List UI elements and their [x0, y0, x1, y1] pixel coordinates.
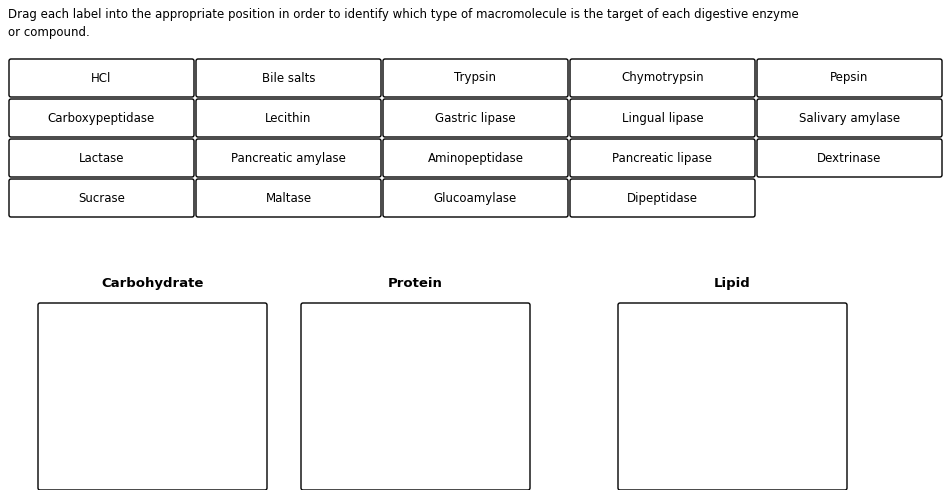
FancyBboxPatch shape: [618, 303, 847, 490]
Text: Aminopeptidase: Aminopeptidase: [428, 151, 523, 165]
Text: Lecithin: Lecithin: [265, 112, 312, 124]
Text: Pepsin: Pepsin: [830, 72, 868, 84]
Text: Pancreatic lipase: Pancreatic lipase: [612, 151, 712, 165]
Text: Drag each label into the appropriate position in order to identify which type of: Drag each label into the appropriate pos…: [8, 8, 799, 39]
Text: Dextrinase: Dextrinase: [817, 151, 882, 165]
Text: Lipid: Lipid: [714, 277, 751, 290]
FancyBboxPatch shape: [570, 59, 755, 97]
Text: Dipeptidase: Dipeptidase: [627, 192, 698, 204]
Text: HCl: HCl: [91, 72, 111, 84]
FancyBboxPatch shape: [383, 179, 568, 217]
Text: Glucoamylase: Glucoamylase: [434, 192, 517, 204]
FancyBboxPatch shape: [196, 99, 381, 137]
Text: Chymotrypsin: Chymotrypsin: [621, 72, 704, 84]
FancyBboxPatch shape: [570, 179, 755, 217]
Text: Trypsin: Trypsin: [455, 72, 496, 84]
Text: Bile salts: Bile salts: [262, 72, 315, 84]
FancyBboxPatch shape: [9, 139, 194, 177]
Text: Pancreatic amylase: Pancreatic amylase: [231, 151, 346, 165]
FancyBboxPatch shape: [301, 303, 530, 490]
Text: Sucrase: Sucrase: [78, 192, 125, 204]
Text: Maltase: Maltase: [265, 192, 312, 204]
FancyBboxPatch shape: [757, 139, 942, 177]
FancyBboxPatch shape: [383, 139, 568, 177]
Text: Gastric lipase: Gastric lipase: [436, 112, 515, 124]
Text: Protein: Protein: [388, 277, 443, 290]
FancyBboxPatch shape: [196, 179, 381, 217]
Text: Carboxypeptidase: Carboxypeptidase: [48, 112, 155, 124]
FancyBboxPatch shape: [9, 59, 194, 97]
FancyBboxPatch shape: [757, 59, 942, 97]
Text: Lingual lipase: Lingual lipase: [622, 112, 704, 124]
FancyBboxPatch shape: [196, 139, 381, 177]
FancyBboxPatch shape: [570, 99, 755, 137]
FancyBboxPatch shape: [383, 59, 568, 97]
Text: Salivary amylase: Salivary amylase: [799, 112, 900, 124]
FancyBboxPatch shape: [383, 99, 568, 137]
FancyBboxPatch shape: [9, 179, 194, 217]
Text: Lactase: Lactase: [79, 151, 125, 165]
FancyBboxPatch shape: [757, 99, 942, 137]
Text: Carbohydrate: Carbohydrate: [102, 277, 204, 290]
FancyBboxPatch shape: [570, 139, 755, 177]
FancyBboxPatch shape: [9, 99, 194, 137]
FancyBboxPatch shape: [196, 59, 381, 97]
FancyBboxPatch shape: [38, 303, 267, 490]
